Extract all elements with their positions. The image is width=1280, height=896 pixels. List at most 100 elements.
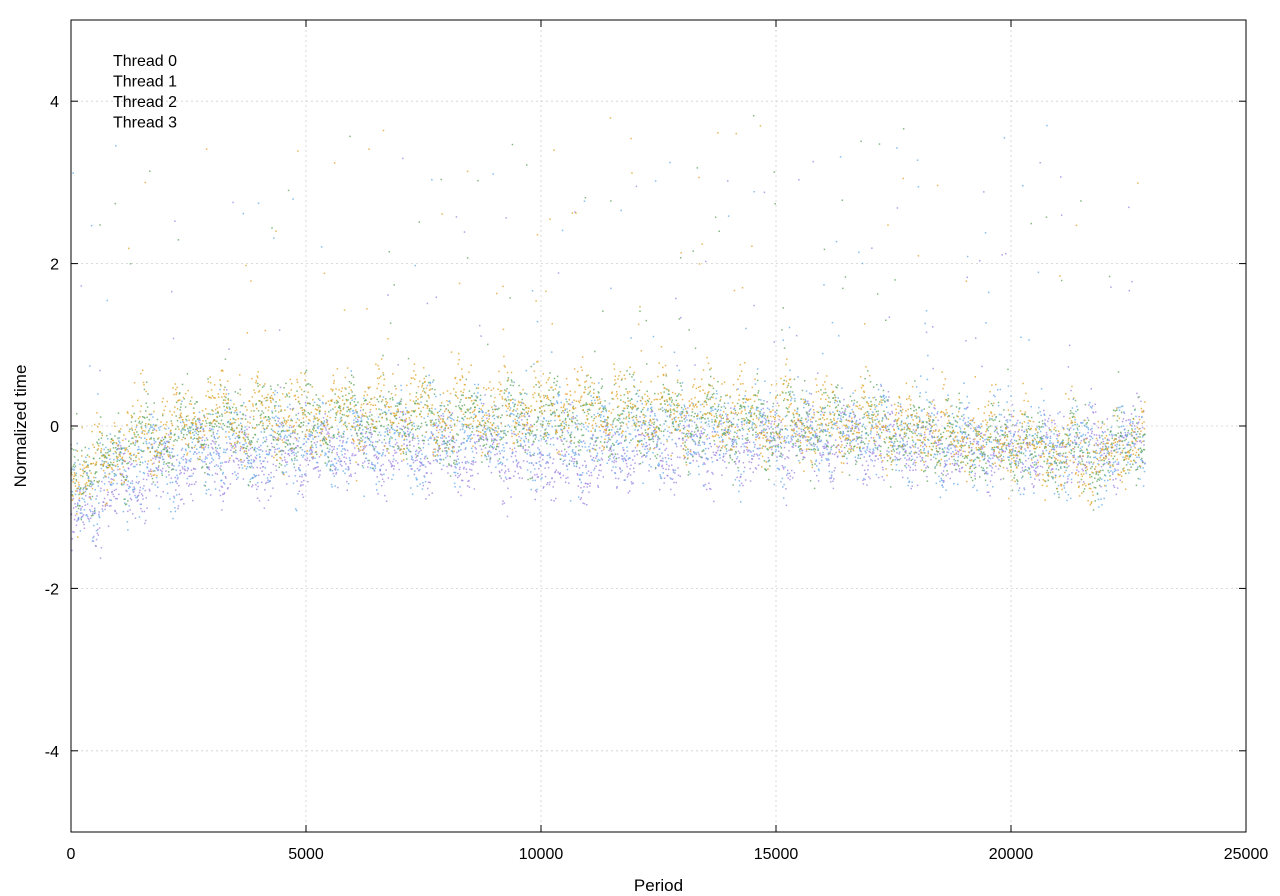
data-point: [129, 428, 131, 431]
data-point: [149, 170, 151, 172]
data-point: [351, 410, 354, 412]
data-point: [1040, 454, 1042, 457]
data-point: [500, 461, 502, 463]
data-point: [882, 468, 884, 471]
data-point: [130, 498, 133, 501]
data-point: [711, 431, 714, 433]
data-point: [181, 447, 184, 450]
data-point: [842, 432, 845, 435]
data-point: [212, 459, 215, 461]
data-point: [1099, 447, 1101, 450]
data-point: [1010, 413, 1012, 416]
data-point: [980, 432, 983, 434]
data-point: [222, 473, 224, 475]
data-point: [81, 493, 83, 495]
data-point: [656, 441, 659, 443]
data-point: [347, 466, 350, 469]
data-point: [331, 486, 333, 488]
data-point: [175, 494, 178, 496]
data-point: [828, 465, 830, 467]
series-2-points: [70, 114, 1146, 521]
data-point: [229, 422, 232, 424]
data-point: [96, 441, 98, 444]
data-point: [553, 481, 556, 483]
data-point: [601, 452, 604, 455]
data-point: [446, 418, 449, 420]
data-point: [737, 450, 740, 453]
data-point: [480, 448, 483, 451]
data-point: [500, 436, 503, 439]
data-point: [480, 335, 482, 337]
data-point: [210, 428, 213, 430]
data-point: [1110, 286, 1112, 288]
data-point: [1136, 456, 1138, 459]
data-point: [831, 445, 833, 447]
data-point: [1128, 454, 1131, 457]
data-point: [563, 422, 566, 425]
data-point: [365, 453, 368, 455]
data-point: [504, 432, 506, 435]
data-point: [448, 435, 450, 438]
data-point: [1009, 430, 1011, 433]
data-point: [686, 458, 689, 460]
data-point: [135, 481, 138, 484]
data-point: [486, 417, 488, 420]
data-point: [1003, 416, 1006, 418]
data-point: [1008, 443, 1010, 446]
data-point: [404, 413, 407, 415]
data-point: [124, 503, 127, 506]
data-point: [534, 474, 536, 476]
data-point: [122, 510, 125, 513]
data-point: [855, 440, 857, 442]
data-point: [211, 440, 214, 442]
data-point: [972, 438, 975, 441]
data-point: [676, 429, 678, 432]
data-point: [1040, 388, 1043, 390]
data-point: [1125, 419, 1127, 422]
data-point: [369, 467, 372, 469]
data-point: [376, 462, 379, 464]
data-point: [1087, 428, 1090, 431]
data-point: [251, 465, 253, 468]
data-point: [309, 453, 311, 455]
data-point: [1014, 431, 1016, 433]
data-point: [673, 351, 676, 354]
data-point: [1063, 484, 1065, 487]
data-point: [260, 481, 263, 484]
data-point: [262, 460, 264, 463]
data-point: [784, 442, 787, 444]
data-point: [144, 489, 147, 492]
data-point: [363, 452, 365, 454]
data-point: [102, 501, 105, 503]
data-point: [934, 465, 937, 468]
data-point: [964, 423, 966, 425]
data-point: [739, 452, 741, 454]
data-point: [1130, 413, 1133, 415]
data-point: [756, 407, 758, 410]
data-point: [962, 441, 964, 443]
data-point: [491, 443, 494, 446]
data-point: [169, 456, 171, 458]
data-point: [735, 441, 737, 444]
data-point: [1029, 444, 1032, 447]
data-point: [688, 414, 690, 417]
data-point: [255, 457, 258, 460]
data-point: [615, 460, 618, 463]
data-point: [443, 443, 445, 445]
data-point: [198, 451, 200, 454]
data-point: [880, 457, 883, 459]
data-point: [626, 446, 628, 448]
data-point: [115, 512, 118, 515]
data-point: [652, 335, 655, 338]
data-point: [1039, 410, 1041, 413]
data-point: [671, 478, 674, 480]
data-point: [830, 476, 833, 478]
data-point: [545, 428, 547, 430]
data-point: [452, 440, 455, 443]
data-point: [1016, 422, 1018, 424]
data-point: [101, 480, 103, 483]
data-point: [107, 491, 109, 494]
data-point: [520, 443, 522, 445]
data-point: [459, 429, 462, 431]
data-point: [91, 495, 94, 498]
